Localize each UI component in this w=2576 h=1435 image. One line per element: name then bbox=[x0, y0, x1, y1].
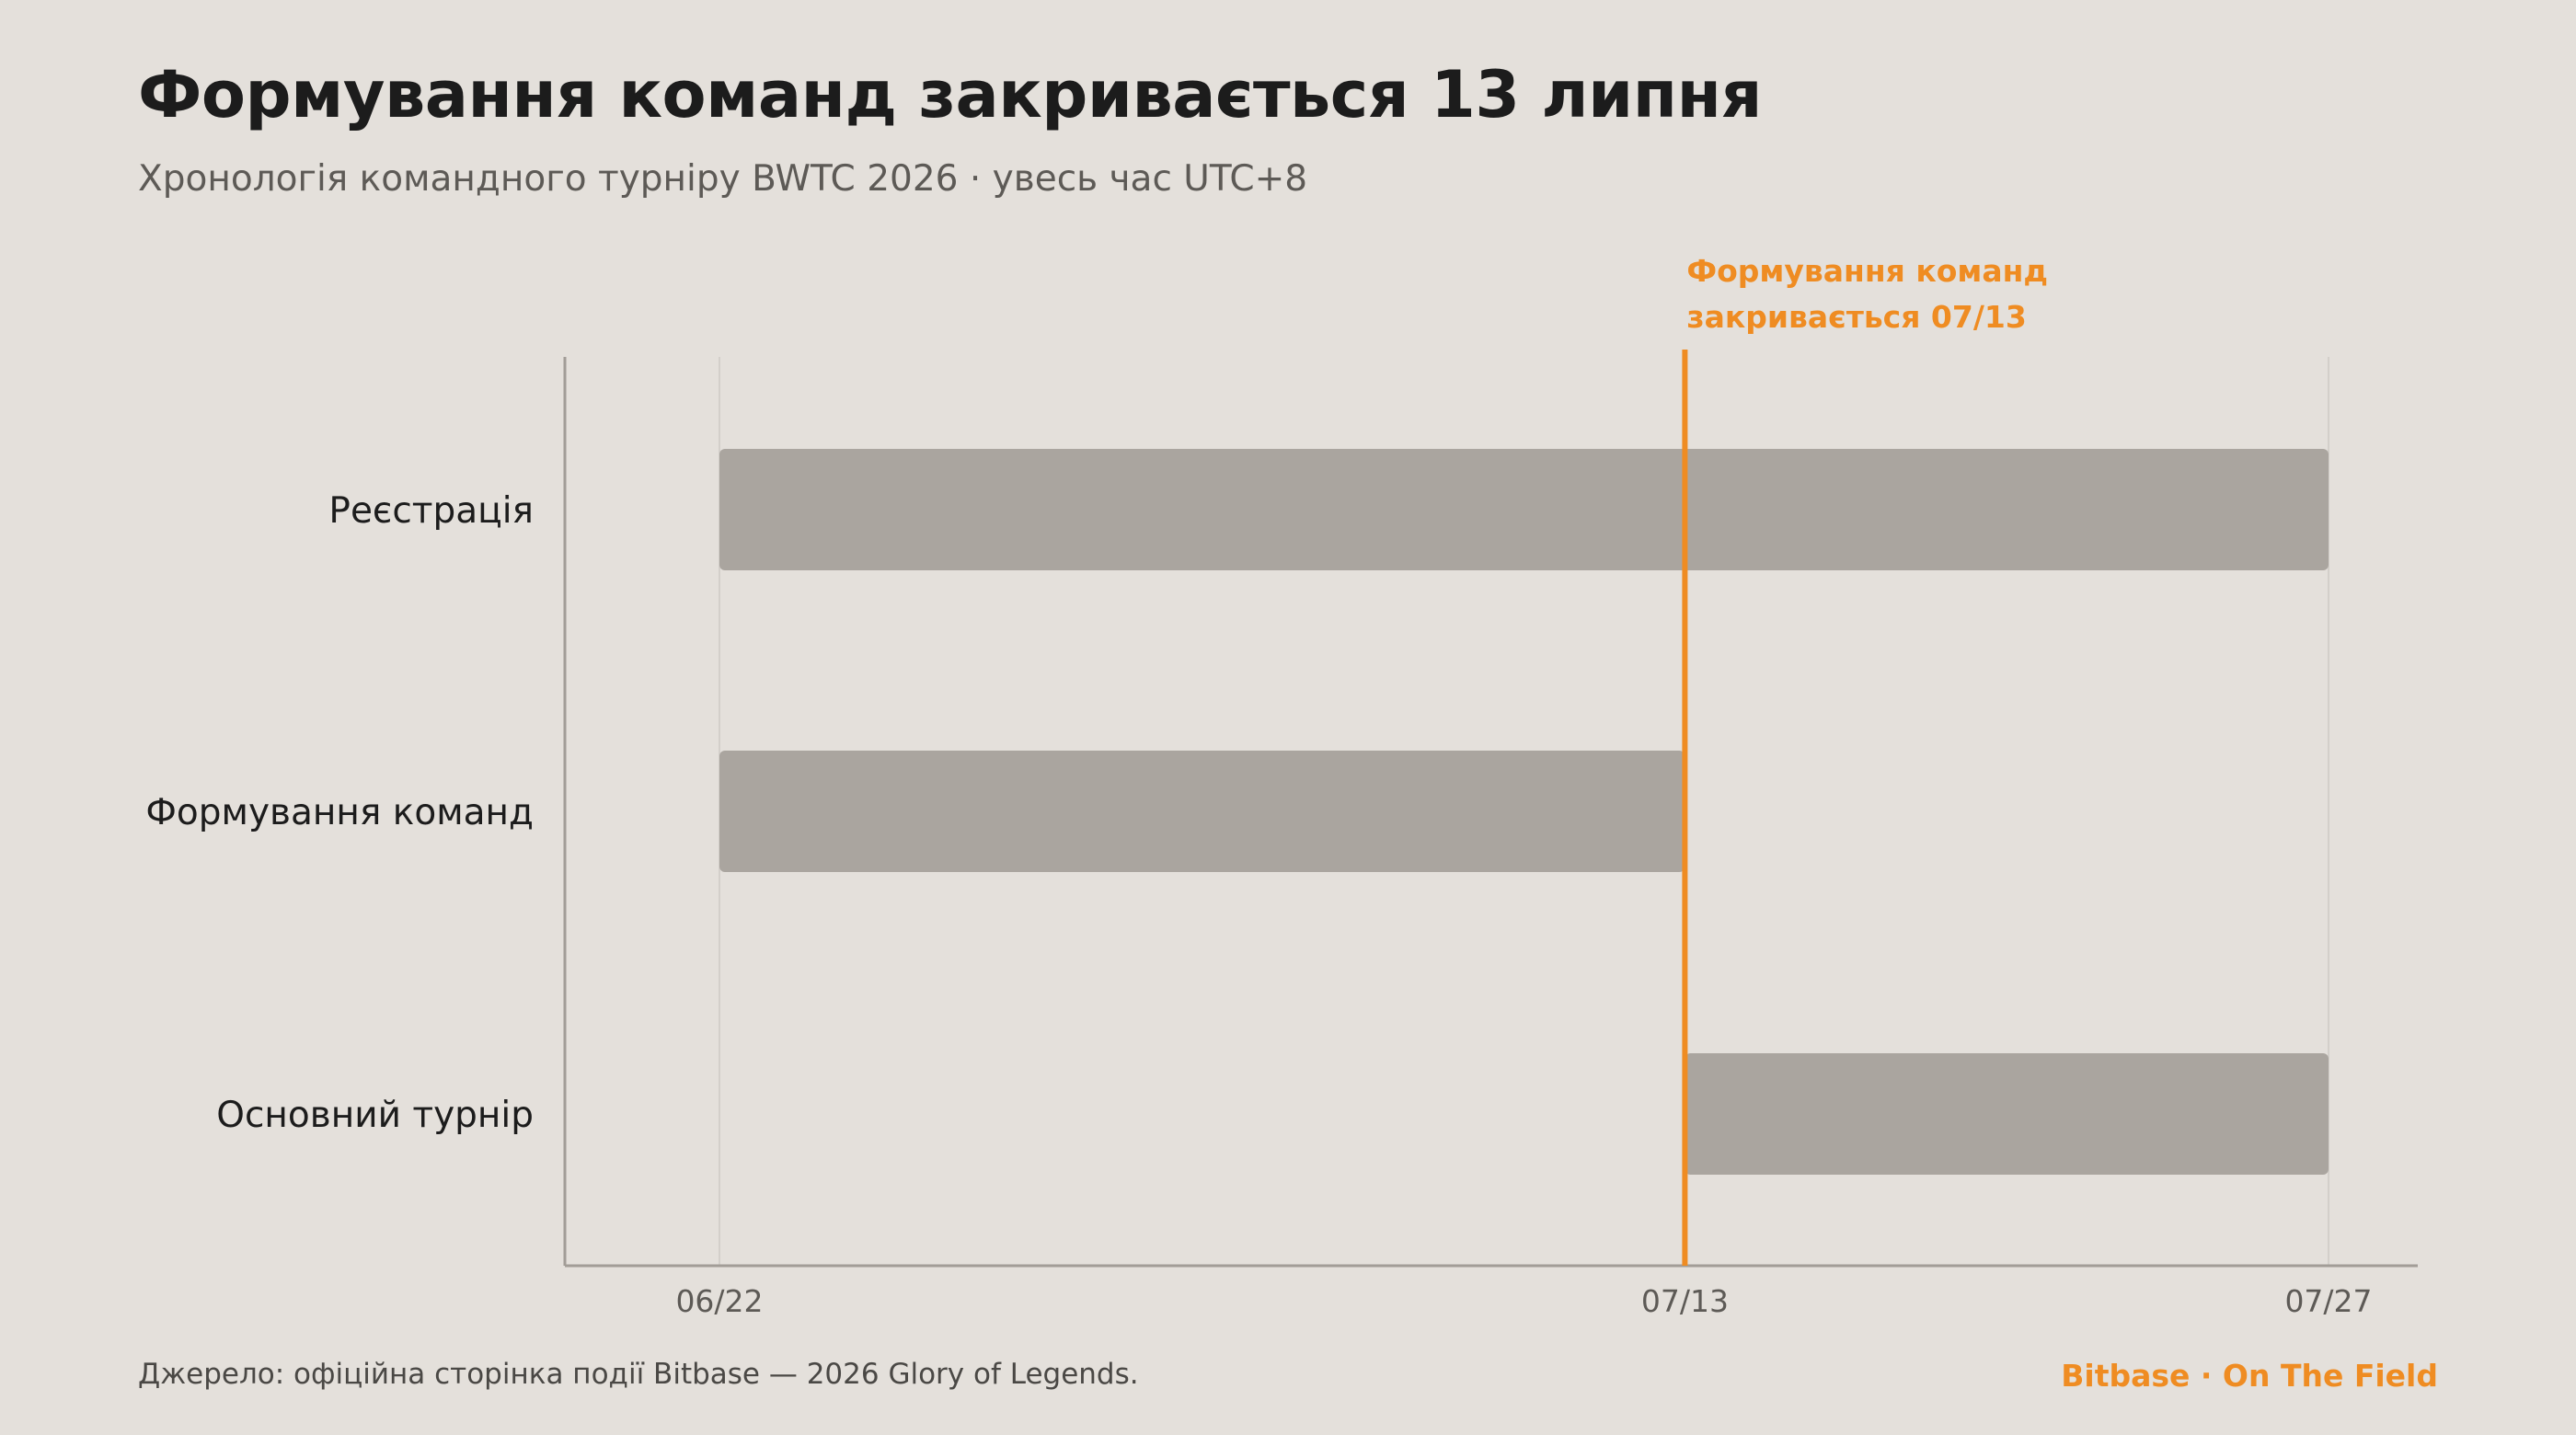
bars bbox=[719, 449, 2329, 1175]
chart-title: Формування команд закривається 13 липня bbox=[138, 57, 1762, 132]
row-label: Формування команд bbox=[145, 792, 534, 833]
x-tick-label: 07/13 bbox=[1641, 1283, 1729, 1319]
x-tick-labels: 06/22 07/13 07/27 bbox=[675, 1283, 2372, 1319]
deadline-label: закривається 07/13 bbox=[1686, 299, 2026, 335]
row-label: Реєстрація bbox=[328, 490, 534, 532]
timeline-bar bbox=[1685, 1053, 2329, 1175]
timeline-bar bbox=[719, 449, 2329, 570]
source-note: Джерело: офіційна сторінка події Bitbase… bbox=[138, 1358, 1139, 1391]
brand-credit: Bitbase · On The Field bbox=[2061, 1358, 2438, 1394]
axes bbox=[563, 357, 2418, 1268]
x-tick-label: 06/22 bbox=[675, 1283, 763, 1319]
chart-subtitle: Хронологія командного турніру BWTC 2026 … bbox=[138, 158, 1308, 200]
deadline-annotation: Формування команд закривається 07/13 bbox=[1682, 253, 2048, 1266]
deadline-label: Формування команд bbox=[1686, 253, 2048, 289]
timeline-bar bbox=[719, 751, 1685, 872]
x-tick-label: 07/27 bbox=[2284, 1283, 2372, 1319]
row-labels: Реєстрація Формування команд Основний турн… bbox=[145, 490, 534, 1136]
row-label: Основний турнір bbox=[216, 1095, 534, 1136]
